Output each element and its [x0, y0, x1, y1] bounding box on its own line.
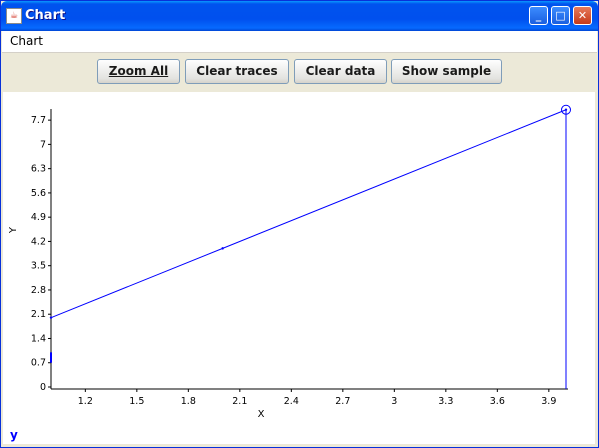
x-axis-label: X: [258, 409, 265, 420]
title-bar[interactable]: ☕ Chart _ □ ✕: [1, 1, 598, 31]
maximize-icon[interactable]: □: [551, 6, 570, 25]
y-tick-label: 7: [40, 139, 46, 150]
x-tick-label: 2.1: [232, 396, 247, 407]
y-axis-label: Y: [8, 226, 19, 234]
y-tick-label: 1.4: [31, 333, 46, 344]
data-point[interactable]: [221, 247, 224, 250]
chart-svg[interactable]: Y X 0 0.7 1.4 2.1 2.8 3.5 4.2 4.9 5.6 6.3 7 7.7 1.2…: [3, 92, 595, 444]
data-point[interactable]: [49, 316, 53, 319]
java-icon: ☕: [6, 8, 22, 24]
show-sample-button[interactable]: Show sample: [391, 59, 502, 84]
minimize-icon[interactable]: _: [529, 6, 548, 25]
y-tick-label: 0.7: [31, 358, 46, 369]
x-tick-label: 2.4: [284, 396, 299, 407]
clear-traces-button[interactable]: Clear traces: [185, 59, 289, 84]
y-tick-label: 4.9: [31, 212, 46, 223]
x-tick-label: 3: [391, 396, 397, 407]
highlighted-point-marker[interactable]: [561, 104, 571, 115]
x-ticks: 1.2 1.5 1.8 2.1 2.4 2.7 3 3.3 3.6 3.9: [78, 389, 556, 407]
y-ticks: 0 0.7 1.4 2.1 2.8 3.5 4.2 4.9 5.6 6.3 7 7.7: [31, 115, 51, 393]
x-tick-label: 3.6: [490, 396, 505, 407]
x-tick-label: 3.3: [438, 396, 453, 407]
toolbar: Zoom All Clear traces Clear data Show sa…: [2, 53, 597, 91]
y-tick-label: 7.7: [31, 115, 46, 126]
y-tick-label: 2.1: [31, 309, 46, 320]
x-tick-label: 1.8: [181, 396, 196, 407]
x-tick-label: 1.2: [78, 396, 93, 407]
chart-area[interactable]: Y X 0 0.7 1.4 2.1 2.8 3.5 4.2 4.9 5.6 6.3 7 7.7 1.2…: [3, 92, 595, 444]
x-tick-label: 2.7: [335, 396, 350, 407]
y-tick-label: 3.5: [31, 261, 46, 272]
y-tick-label: 5.6: [31, 188, 46, 199]
series-group: [49, 104, 571, 389]
y-tick-label: 6.3: [31, 164, 46, 175]
legend-series-y: y: [10, 428, 18, 442]
window-title: Chart: [25, 8, 66, 23]
menu-bar: Chart: [2, 31, 597, 53]
menu-chart[interactable]: Chart: [10, 34, 43, 48]
y-tick-label: 4.2: [31, 236, 46, 247]
y-tick-label: 0: [40, 382, 46, 393]
clear-data-button[interactable]: Clear data: [294, 59, 387, 84]
x-tick-label: 3.9: [541, 396, 556, 407]
series-line-y: [50, 109, 567, 319]
y-tick-label: 2.8: [31, 285, 46, 296]
zoom-all-button[interactable]: Zoom All: [97, 59, 180, 84]
x-tick-label: 1.5: [129, 396, 144, 407]
close-icon[interactable]: ✕: [573, 6, 592, 25]
